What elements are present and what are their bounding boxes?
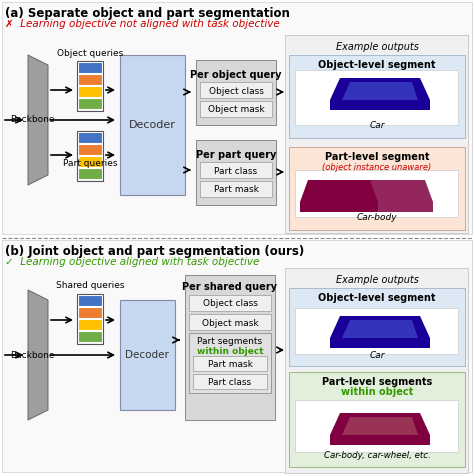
Bar [2, 240, 472, 472]
Bar [77, 61, 103, 111]
Text: Part-level segment: Part-level segment [325, 152, 429, 162]
Text: Object-level segment: Object-level segment [318, 60, 436, 70]
Bar [200, 101, 272, 117]
Text: Backbone: Backbone [10, 116, 55, 125]
Bar [185, 275, 275, 420]
Bar [77, 294, 103, 344]
Text: Per shared query: Per shared query [182, 282, 277, 292]
Bar [189, 314, 271, 330]
Text: within object: within object [197, 347, 264, 357]
Bar [120, 55, 185, 195]
Bar [189, 295, 271, 311]
Bar [193, 374, 267, 389]
Text: Part queries: Part queries [63, 159, 117, 168]
Bar [78, 319, 102, 330]
Bar [295, 170, 458, 217]
Polygon shape [342, 82, 418, 100]
Text: Car: Car [369, 351, 385, 360]
Bar [78, 144, 102, 155]
Bar [2, 2, 472, 234]
Text: Object class: Object class [209, 87, 264, 96]
Polygon shape [342, 417, 418, 435]
Bar [193, 356, 267, 371]
Text: Object queries: Object queries [57, 49, 123, 58]
Text: Part mask: Part mask [214, 186, 258, 195]
Text: Backbone: Backbone [10, 350, 55, 359]
Polygon shape [28, 55, 48, 185]
Polygon shape [342, 320, 418, 338]
Bar [78, 156, 102, 167]
Bar [285, 35, 468, 233]
Text: ✓  Learning objective aligned with task objective: ✓ Learning objective aligned with task o… [5, 257, 259, 267]
Polygon shape [28, 290, 48, 420]
Polygon shape [330, 316, 430, 348]
Bar [196, 140, 276, 205]
Text: Object-level segment: Object-level segment [318, 293, 436, 303]
Bar [285, 268, 468, 473]
Text: Example outputs: Example outputs [336, 275, 419, 285]
Bar [78, 74, 102, 85]
Bar [289, 372, 465, 467]
Bar [78, 62, 102, 73]
Text: Per object query: Per object query [190, 70, 282, 80]
Text: Shared queries: Shared queries [56, 280, 124, 289]
Bar [77, 131, 103, 181]
Polygon shape [330, 413, 430, 445]
Bar [78, 132, 102, 143]
Text: Part segments: Part segments [198, 337, 263, 347]
Bar [295, 308, 458, 354]
Polygon shape [330, 78, 430, 110]
Text: Decoder: Decoder [125, 350, 169, 360]
Bar [78, 331, 102, 342]
Bar [189, 333, 271, 393]
Bar [78, 86, 102, 97]
Bar [289, 288, 465, 366]
Bar [295, 70, 458, 125]
Text: (b) Joint object and part segmentation (ours): (b) Joint object and part segmentation (… [5, 245, 304, 258]
Text: Part class: Part class [214, 167, 257, 176]
Bar [78, 295, 102, 306]
Text: Per part query: Per part query [196, 150, 276, 160]
Text: within object: within object [341, 387, 413, 397]
Bar [78, 307, 102, 318]
Bar [120, 300, 175, 410]
Bar [78, 168, 102, 179]
Bar [200, 82, 272, 98]
Text: (a) Separate object and part segmentation: (a) Separate object and part segmentatio… [5, 7, 290, 20]
Text: Car-body: Car-body [357, 212, 397, 221]
Bar [200, 162, 272, 178]
Polygon shape [355, 180, 433, 212]
Text: Car: Car [369, 121, 385, 130]
Text: Part class: Part class [209, 378, 252, 387]
Text: Example outputs: Example outputs [336, 42, 419, 52]
Bar [289, 147, 465, 230]
Bar [289, 55, 465, 138]
Bar [78, 98, 102, 109]
Text: Part-level segments: Part-level segments [322, 377, 432, 387]
Text: ✗  Learning objective not aligned with task objective: ✗ Learning objective not aligned with ta… [5, 19, 280, 29]
Polygon shape [300, 180, 378, 212]
Text: Object mask: Object mask [202, 318, 258, 327]
Bar [196, 60, 276, 125]
Bar [295, 400, 458, 452]
Bar [200, 181, 272, 197]
Text: Object class: Object class [202, 299, 257, 308]
Text: (object instance unaware): (object instance unaware) [322, 162, 432, 171]
Text: Car-body, car-wheel, etc.: Car-body, car-wheel, etc. [324, 450, 430, 459]
Text: Part mask: Part mask [208, 360, 253, 369]
Text: Decoder: Decoder [128, 120, 175, 130]
Text: Object mask: Object mask [208, 106, 264, 115]
